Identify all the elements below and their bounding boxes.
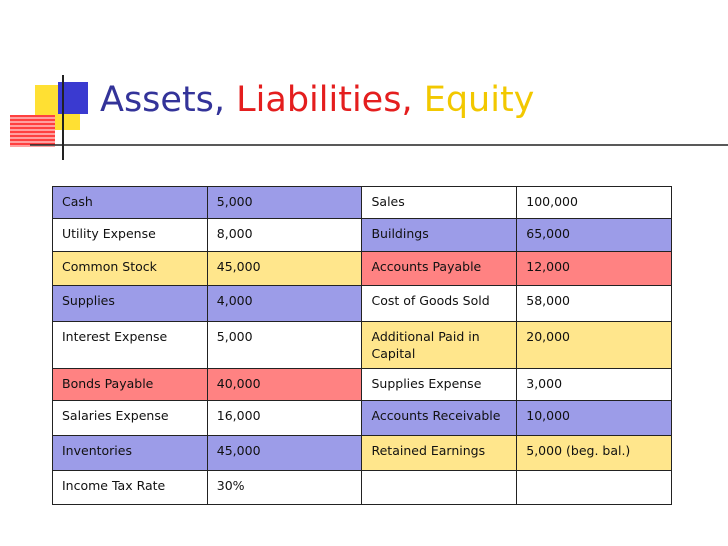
account-value: 45,000	[206, 251, 363, 286]
account-name: Income Tax Rate	[52, 470, 208, 505]
account-name: Inventories	[52, 435, 208, 471]
table-row: Interest Expense 5,000 Additional Paid in …	[52, 321, 672, 369]
account-value: 40,000	[206, 368, 363, 401]
account-name: Buildings	[361, 218, 518, 252]
account-value: 45,000	[206, 435, 363, 471]
account-value: 100,000	[516, 186, 672, 219]
account-name: Supplies Expense	[361, 368, 518, 401]
account-name: Salaries Expense	[52, 400, 208, 436]
table-row: Bonds Payable 40,000 Supplies Expense 3,000	[52, 368, 672, 401]
account-name: Accounts Payable	[361, 251, 518, 286]
table-row: Cash 5,000 Sales 100,000	[52, 186, 672, 219]
account-name: Cash	[52, 186, 208, 219]
account-value: 12,000	[516, 251, 672, 286]
account-name: Utility Expense	[52, 218, 208, 252]
account-value: 5,000	[206, 321, 363, 369]
account-name: Bonds Payable	[52, 368, 208, 401]
account-value: 65,000	[516, 218, 672, 252]
account-name: Accounts Receivable	[361, 400, 518, 436]
account-value: 4,000	[206, 285, 363, 322]
table-row: Inventories 45,000 Retained Earnings 5,000 …	[52, 435, 672, 471]
table-row: Supplies 4,000 Cost of Goods Sold 58,000	[52, 285, 672, 322]
title-assets: Assets,	[100, 80, 226, 120]
account-value: 5,000	[206, 186, 363, 219]
account-value: 3,000	[516, 368, 672, 401]
title-equity: Equity	[423, 80, 535, 120]
account-name: Common Stock	[52, 251, 208, 286]
account-value: 20,000	[516, 321, 672, 369]
table-row: Salaries Expense 16,000 Accounts Receivabl…	[52, 400, 672, 436]
table-row: Utility Expense 8,000 Buildings 65,000	[52, 218, 672, 252]
red-square	[10, 115, 55, 147]
account-table: Cash 5,000 Sales 100,000 Utility Expense 8,00…	[52, 186, 672, 505]
account-value: 10,000	[516, 400, 672, 436]
account-name: Retained Earnings	[361, 435, 518, 471]
account-value	[516, 470, 672, 505]
account-value: 58,000	[516, 285, 672, 322]
account-name: Cost of Goods Sold	[361, 285, 518, 322]
account-name: Interest Expense	[52, 321, 208, 369]
slide-title: Assets, Liabilities, Equity	[100, 80, 534, 120]
title-liabilities: Liabilities,	[236, 80, 413, 120]
account-value: 30%	[206, 470, 363, 505]
account-name: Sales	[361, 186, 518, 219]
table-row: Common Stock 45,000 Accounts Payable 12,000	[52, 251, 672, 286]
account-name: Supplies	[52, 285, 208, 322]
table-row: Income Tax Rate 30%	[52, 470, 672, 505]
account-value: 8,000	[206, 218, 363, 252]
account-name	[361, 470, 518, 505]
account-value: 5,000 (beg. bal.)	[516, 435, 672, 471]
account-value: 16,000	[206, 400, 363, 436]
account-name: Additional Paid in Capital	[361, 321, 518, 369]
